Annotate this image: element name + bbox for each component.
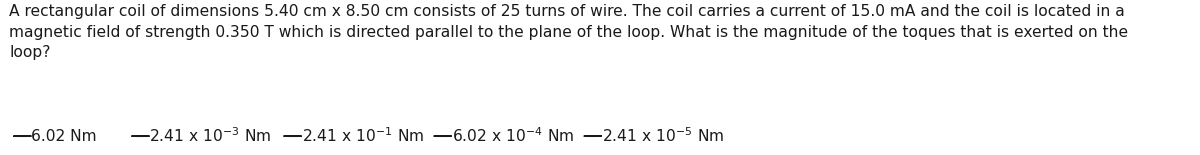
Text: $\mathregular{6.02\ x\ 10}^{-4}$ Nm: $\mathregular{6.02\ x\ 10}^{-4}$ Nm — [451, 127, 574, 145]
Text: $\mathregular{2.41\ x\ 10}^{-5}$ Nm: $\mathregular{2.41\ x\ 10}^{-5}$ Nm — [601, 127, 724, 145]
Text: A rectangular coil of dimensions 5.40 cm x 8.50 cm consists of 25 turns of wire.: A rectangular coil of dimensions 5.40 cm… — [10, 4, 1128, 60]
Text: $\mathregular{2.41\ x\ 10}^{-3}$ Nm: $\mathregular{2.41\ x\ 10}^{-3}$ Nm — [150, 127, 271, 145]
Text: 6.02 Nm: 6.02 Nm — [31, 129, 97, 144]
Text: $\mathregular{2.41\ x\ 10}^{-1}$ Nm: $\mathregular{2.41\ x\ 10}^{-1}$ Nm — [301, 127, 424, 145]
